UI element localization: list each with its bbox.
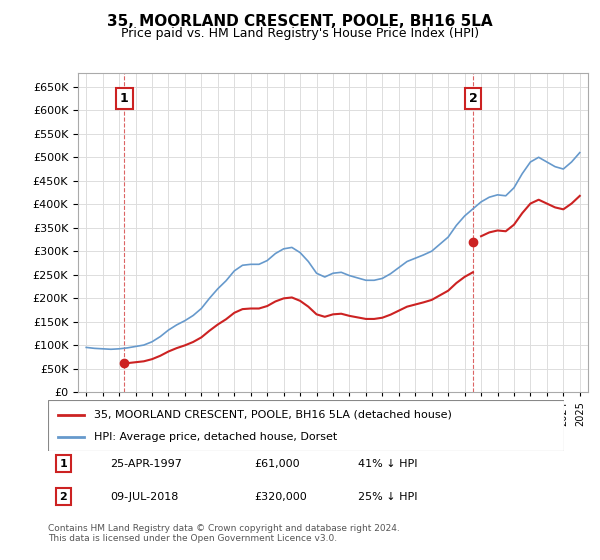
Text: Contains HM Land Registry data © Crown copyright and database right 2024.
This d: Contains HM Land Registry data © Crown c… [48, 524, 400, 543]
Text: £61,000: £61,000 [254, 459, 300, 469]
Text: 2: 2 [469, 92, 478, 105]
Text: 25-APR-1997: 25-APR-1997 [110, 459, 182, 469]
Text: 1: 1 [120, 92, 129, 105]
Text: 35, MOORLAND CRESCENT, POOLE, BH16 5LA (detached house): 35, MOORLAND CRESCENT, POOLE, BH16 5LA (… [94, 409, 452, 419]
Text: 35, MOORLAND CRESCENT, POOLE, BH16 5LA: 35, MOORLAND CRESCENT, POOLE, BH16 5LA [107, 14, 493, 29]
FancyBboxPatch shape [48, 400, 564, 451]
Text: Price paid vs. HM Land Registry's House Price Index (HPI): Price paid vs. HM Land Registry's House … [121, 27, 479, 40]
Text: 09-JUL-2018: 09-JUL-2018 [110, 492, 178, 502]
Text: HPI: Average price, detached house, Dorset: HPI: Average price, detached house, Dors… [94, 432, 338, 442]
Text: 1: 1 [59, 459, 67, 469]
Text: 25% ↓ HPI: 25% ↓ HPI [358, 492, 417, 502]
Text: 41% ↓ HPI: 41% ↓ HPI [358, 459, 417, 469]
Text: £320,000: £320,000 [254, 492, 307, 502]
Text: 2: 2 [59, 492, 67, 502]
